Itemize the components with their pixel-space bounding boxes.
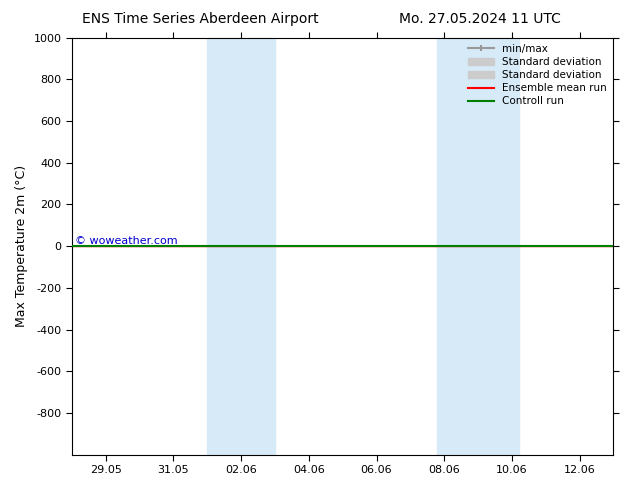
Text: Mo. 27.05.2024 11 UTC: Mo. 27.05.2024 11 UTC bbox=[399, 12, 561, 26]
Bar bbox=[207, 38, 275, 455]
Text: ENS Time Series Aberdeen Airport: ENS Time Series Aberdeen Airport bbox=[82, 12, 319, 26]
Y-axis label: Max Temperature 2m (°C): Max Temperature 2m (°C) bbox=[15, 165, 28, 327]
Legend: min/max, Standard deviation, Standard deviation, Ensemble mean run, Controll run: min/max, Standard deviation, Standard de… bbox=[464, 40, 611, 111]
Bar bbox=[437, 38, 519, 455]
Text: © woweather.com: © woweather.com bbox=[75, 236, 178, 246]
